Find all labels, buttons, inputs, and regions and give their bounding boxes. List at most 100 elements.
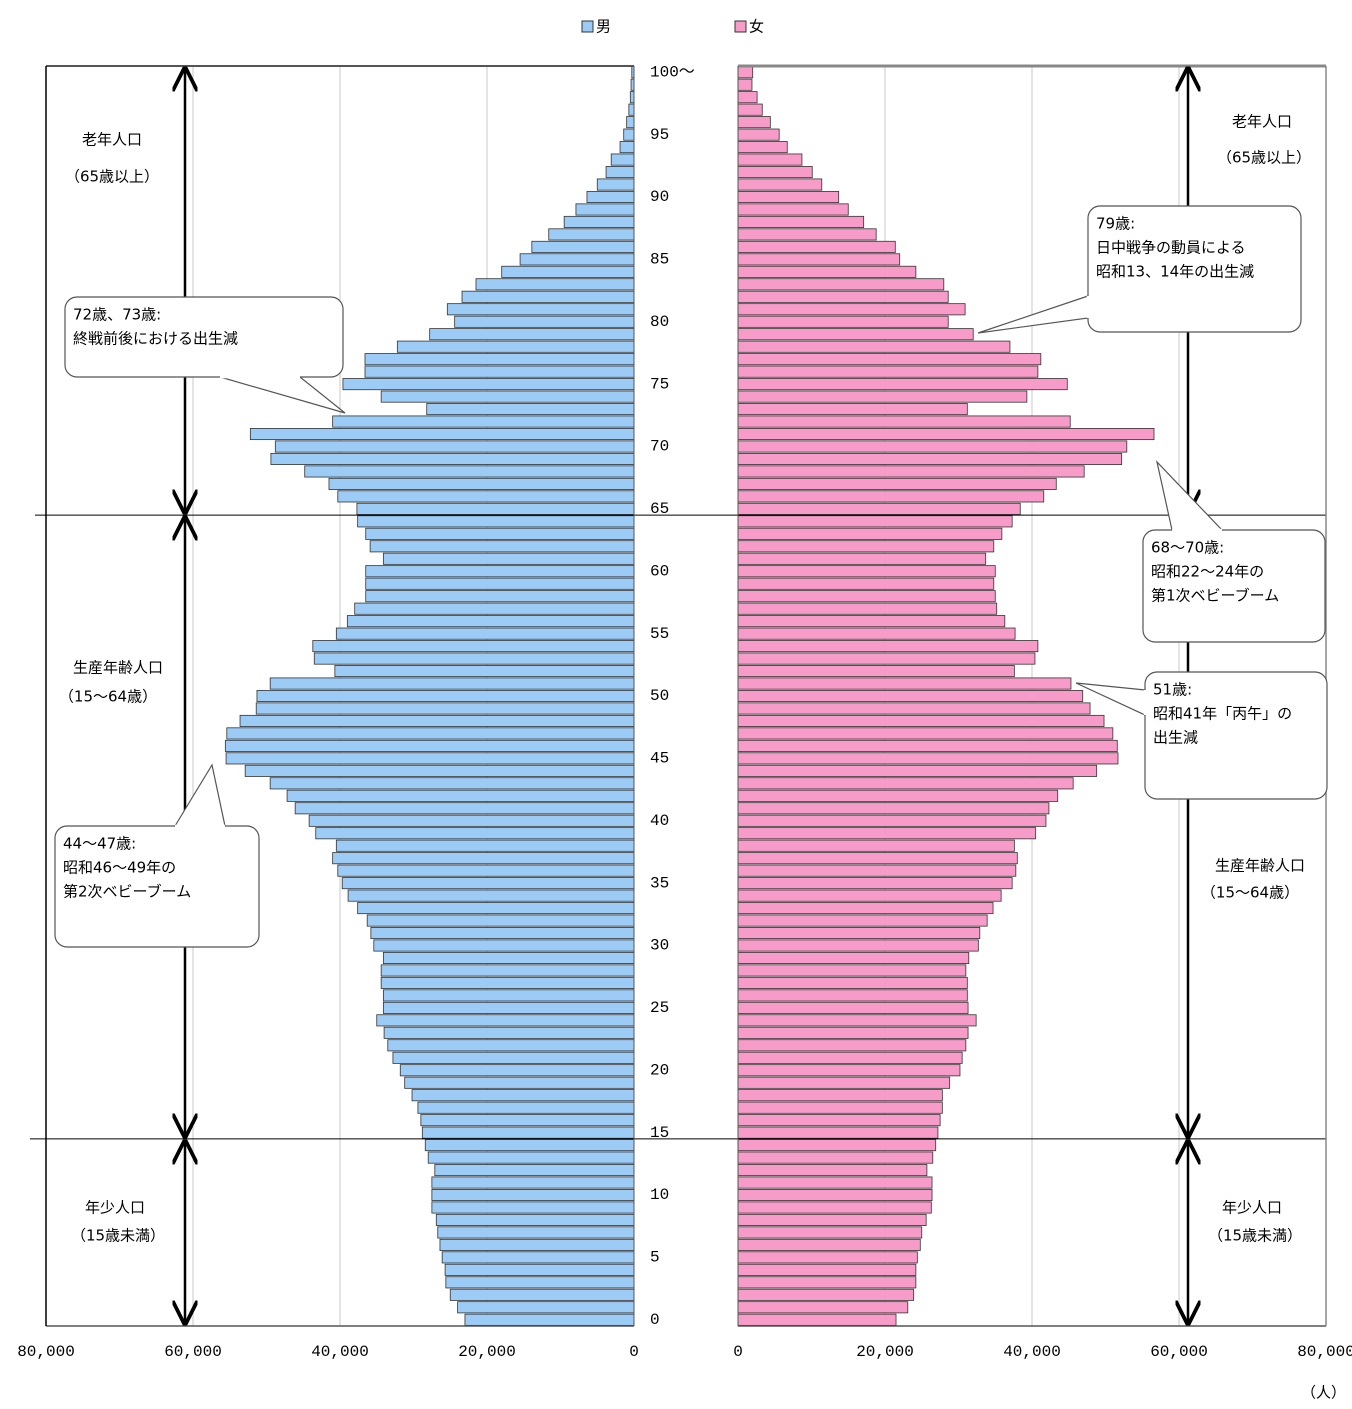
age-group-range: （65歳以上） (1217, 149, 1311, 167)
callout-text: 昭和13、14年の出生減 (1096, 263, 1254, 281)
bar (737, 1026, 969, 1039)
bar (239, 714, 635, 727)
bar (737, 153, 803, 166)
callout-text: 68～70歳: (1151, 539, 1224, 557)
bar (461, 290, 635, 303)
age-label: 80 (650, 313, 669, 331)
bar (737, 1263, 917, 1276)
callout-box (1142, 529, 1326, 643)
bar (332, 852, 635, 865)
bar (464, 1313, 635, 1326)
bar (335, 627, 635, 640)
x-tick-label: 40,000 (311, 1343, 369, 1361)
bar (737, 390, 1028, 403)
age-label: 85 (650, 251, 669, 269)
bar (342, 378, 635, 391)
callout-pointer (1155, 460, 1224, 531)
bar (737, 602, 998, 615)
bar (315, 827, 635, 840)
bar (737, 353, 1042, 366)
x-tick-label: 60,000 (164, 1343, 222, 1361)
bar (380, 976, 635, 989)
bar (737, 1151, 934, 1164)
bar (737, 228, 877, 241)
bar (629, 91, 635, 104)
bar (439, 1238, 635, 1251)
age-group-label: 年少人口 (1222, 1199, 1282, 1217)
bar (737, 964, 967, 977)
callout-text: 出生減 (1153, 729, 1198, 747)
bar (365, 590, 635, 603)
age-group-label: 生産年齢人口 (73, 659, 163, 677)
bar (364, 353, 635, 366)
bar (737, 814, 1047, 827)
x-tick-label: 60,000 (1150, 1343, 1208, 1361)
age-group-range: （15歳未満） (1208, 1227, 1302, 1245)
bar (313, 652, 635, 665)
age-label: 60 (650, 562, 669, 580)
age-label: 50 (650, 687, 669, 705)
bar (411, 1089, 635, 1102)
bar (737, 203, 849, 216)
bar (737, 1126, 939, 1139)
bar (226, 727, 635, 740)
bar (337, 490, 635, 503)
bar (737, 303, 966, 316)
age-label: 30 (650, 937, 669, 955)
callout-text: 終戦前後における出生減 (73, 330, 238, 348)
bar (445, 1276, 635, 1289)
age-label: 95 (650, 126, 669, 144)
bar (337, 864, 635, 877)
bar (737, 714, 1105, 727)
bar (737, 902, 994, 915)
bar (382, 989, 635, 1002)
bar (737, 340, 1011, 353)
bar (737, 552, 987, 565)
callout-text: 72歳、73歳: (73, 306, 161, 324)
age-label: 5 (650, 1249, 660, 1267)
age-group-label: 老年人口 (1232, 113, 1292, 131)
bar (737, 839, 1015, 852)
bar (737, 403, 968, 416)
bar (737, 852, 1018, 865)
bar (531, 240, 635, 253)
x-tick-label: 20,000 (856, 1343, 914, 1361)
bar (737, 1114, 941, 1127)
callout-pointer (173, 763, 226, 827)
bar (737, 477, 1057, 490)
bar (424, 1139, 635, 1152)
bar (449, 1288, 635, 1301)
age-group-label: 生産年齢人口 (1215, 857, 1305, 875)
bar (244, 764, 635, 777)
bar (335, 839, 635, 852)
bar (737, 590, 996, 603)
bar (737, 565, 996, 578)
bar (501, 265, 635, 278)
bar (294, 802, 635, 815)
age-label: 90 (650, 188, 669, 206)
bar (365, 565, 635, 578)
bar (737, 877, 1013, 890)
bar (737, 66, 754, 79)
bar (737, 515, 1013, 528)
bar (382, 1001, 635, 1014)
age-group-label: 年少人口 (85, 1199, 145, 1217)
bar (737, 91, 758, 104)
bar (431, 1176, 635, 1189)
bar (382, 552, 635, 565)
callout-text: 79歳: (1096, 215, 1135, 233)
age-group-range: （15～64歳） (1201, 884, 1299, 902)
bar (737, 502, 1021, 515)
bar (380, 390, 635, 403)
x-tick-label: 40,000 (1003, 1343, 1061, 1361)
bar (380, 964, 635, 977)
bar (341, 877, 635, 890)
bar (404, 1076, 635, 1089)
bar (328, 477, 635, 490)
bar (610, 153, 635, 166)
bar (737, 764, 1098, 777)
bar (356, 502, 635, 515)
bar (256, 689, 635, 703)
age-label: 45 (650, 750, 669, 768)
callout-pointer (219, 376, 346, 414)
